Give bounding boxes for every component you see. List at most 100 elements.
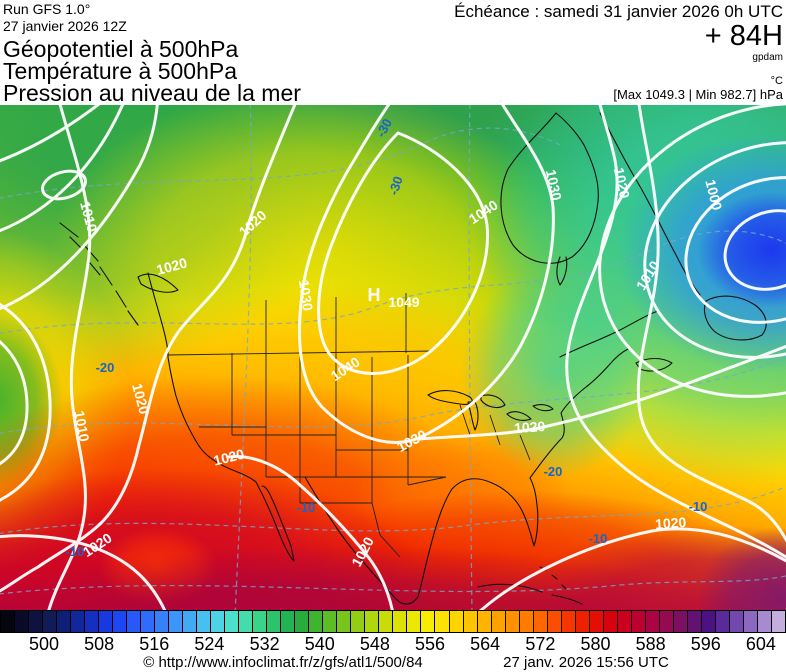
weather-map: H 1049 1010 1010 1020 1020 1020 1020 1020 1020 103…	[0, 105, 786, 610]
scale-tick-label: 604	[745, 634, 776, 654]
color-scale-cell	[631, 611, 646, 632]
color-scale-cell	[757, 611, 772, 632]
pressure-field	[0, 105, 786, 610]
color-scale-cell	[729, 611, 744, 632]
color-scale-cell	[239, 611, 254, 632]
color-scale-cell	[491, 611, 506, 632]
color-scale-cell	[309, 611, 324, 632]
isobar-label: 1020	[611, 166, 633, 200]
color-scale-cell	[687, 611, 702, 632]
scale-tick-label: 524	[194, 634, 225, 654]
color-scale-cell	[715, 611, 730, 632]
isobar-label: 1020	[212, 446, 246, 469]
color-scale-cell	[743, 611, 758, 632]
isobar-label: H	[368, 285, 381, 305]
scale-tick-label: 516	[139, 634, 170, 654]
color-scale-cell	[659, 611, 674, 632]
temp-label: -10	[297, 500, 316, 515]
color-scale-cell	[211, 611, 226, 632]
temperature-labels: -30-30-20-20-10-10-10-10	[66, 116, 708, 559]
color-scale-cell	[267, 611, 282, 632]
color-scale-cell	[57, 611, 72, 632]
color-scale-cell	[771, 611, 786, 632]
isobar-lines	[0, 105, 786, 610]
header-left: Run GFS 1.0° 27 janvier 2026 12Z Géopote…	[3, 1, 301, 105]
temp-label: -20	[544, 464, 563, 479]
color-scale-cell	[85, 611, 100, 632]
scale-tick-label: 548	[359, 634, 390, 654]
color-scale-cell	[197, 611, 212, 632]
scale-tick-label: 500	[28, 634, 60, 654]
color-scale-cell	[505, 611, 520, 632]
color-scale-ticks: 500 508 516 524 532 540 548 556 564 572 580 588 596 6…	[0, 633, 786, 655]
color-scale-cell	[281, 611, 296, 632]
isobar-label: 1030	[543, 168, 565, 202]
color-scale-cell	[29, 611, 44, 632]
scale-tick-label: 564	[470, 634, 501, 654]
color-scale-cell	[351, 611, 366, 632]
color-scale-cell	[603, 611, 618, 632]
param-geopotential: Géopotentiel à 500hPa	[3, 36, 239, 62]
parameter-titles: Géopotentiel à 500hPa Température à 500h…	[3, 36, 301, 105]
temp-label: -30	[386, 174, 406, 197]
isobar-label: 1010	[71, 409, 92, 443]
color-scale-cell	[561, 611, 576, 632]
color-scale-cell	[71, 611, 86, 632]
scale-tick-label: 532	[249, 634, 280, 654]
color-scale-cell	[589, 611, 604, 632]
color-scale-cell	[253, 611, 268, 632]
copyright-url: © http://www.infoclimat.fr/z/gfs/atl1/50…	[143, 654, 423, 671]
scale-tick-label: 572	[525, 634, 556, 654]
map-canvas: H 1049 1010 1010 1020 1020 1020 1020 1020 1020 103…	[0, 105, 786, 610]
color-scale-cell	[519, 611, 534, 632]
isobar-label: 1020	[155, 254, 189, 278]
scale-tick-label: 556	[415, 634, 446, 654]
color-scale-cell	[225, 611, 240, 632]
color-scale-cell	[295, 611, 310, 632]
scale-tick-label: 588	[635, 634, 666, 654]
footer: © http://www.infoclimat.fr/z/gfs/atl1/50…	[0, 655, 786, 672]
color-scale-cell	[407, 611, 422, 632]
color-scale-cell	[645, 611, 660, 632]
header: Run GFS 1.0° 27 janvier 2026 12Z Géopote…	[0, 0, 786, 105]
forecast-hour: + 84H	[704, 20, 783, 52]
isobar-label: 1049	[388, 294, 419, 310]
run-date: 27 janvier 2026 12Z	[3, 18, 127, 34]
color-scale-cell	[477, 611, 492, 632]
color-scale-cell	[113, 611, 128, 632]
color-scale-cell	[0, 611, 16, 632]
header-right: Échéance : samedi 31 janvier 2026 0h UTC…	[454, 2, 783, 102]
color-scale-cell	[365, 611, 380, 632]
color-scale-cell	[393, 611, 408, 632]
unit-celsius: °C	[770, 75, 783, 87]
color-scale-cell	[463, 611, 478, 632]
color-scale-cell	[575, 611, 590, 632]
isobar-label: 1020	[655, 514, 687, 532]
color-scale	[0, 610, 786, 633]
scale-tick-label: 580	[580, 634, 611, 654]
color-scale-cell	[155, 611, 170, 632]
color-scale-cell	[379, 611, 394, 632]
unit-gpdam: gpdam	[752, 52, 783, 63]
color-scale-cell	[533, 611, 548, 632]
color-scale-cell	[141, 611, 156, 632]
color-scale-cell	[701, 611, 716, 632]
isobar-label: 1020	[514, 418, 546, 436]
color-scale-cell	[15, 611, 30, 632]
color-scale-cell	[449, 611, 464, 632]
color-scale-cell	[169, 611, 184, 632]
validity-time: Échéance : samedi 31 janvier 2026 0h UTC	[454, 2, 783, 21]
temperature-contours	[0, 105, 786, 610]
isobar-label: 1010	[77, 200, 101, 234]
color-scale-cell	[337, 611, 352, 632]
color-scale-cell	[127, 611, 142, 632]
generation-datetime: 27 janv. 2026 15:56 UTC	[503, 654, 669, 671]
color-scale-cell	[547, 611, 562, 632]
temp-label: -20	[96, 360, 115, 375]
color-scale-cell	[617, 611, 632, 632]
scale-tick-label: 508	[84, 634, 115, 654]
temp-label: -10	[66, 544, 85, 559]
temp-label: -10	[589, 531, 608, 546]
color-scale-cell	[183, 611, 198, 632]
